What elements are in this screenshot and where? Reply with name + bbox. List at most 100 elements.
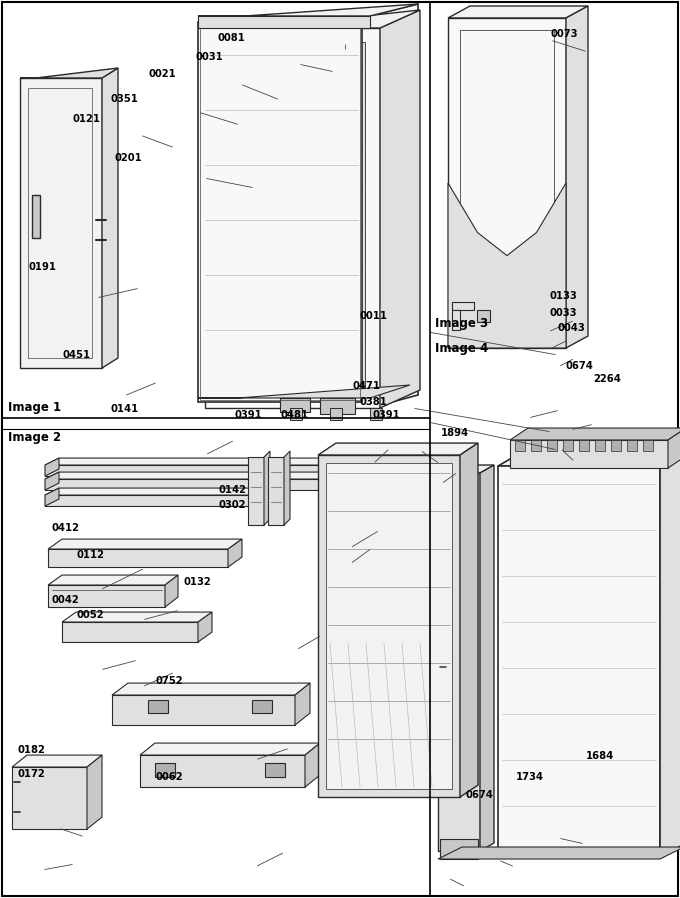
Text: 0412: 0412 [51, 523, 79, 533]
Text: 0391: 0391 [235, 409, 262, 420]
Polygon shape [228, 539, 242, 567]
Polygon shape [222, 42, 365, 398]
Polygon shape [48, 549, 228, 567]
Polygon shape [62, 622, 198, 642]
Polygon shape [627, 440, 637, 451]
Polygon shape [265, 489, 279, 506]
Polygon shape [155, 763, 175, 777]
Polygon shape [448, 18, 566, 348]
Polygon shape [20, 68, 118, 78]
Polygon shape [326, 463, 452, 789]
Text: 0674: 0674 [466, 789, 494, 800]
Polygon shape [531, 440, 541, 451]
Text: 1894: 1894 [441, 427, 469, 438]
Polygon shape [305, 743, 320, 787]
Polygon shape [205, 10, 420, 28]
Polygon shape [440, 839, 478, 859]
Text: 0674: 0674 [566, 361, 594, 372]
Text: 0182: 0182 [17, 744, 45, 755]
Polygon shape [438, 465, 494, 473]
Polygon shape [370, 408, 382, 420]
Polygon shape [45, 489, 59, 506]
Polygon shape [112, 683, 310, 695]
Polygon shape [330, 408, 342, 420]
Polygon shape [45, 489, 279, 495]
Text: 0391: 0391 [373, 409, 401, 420]
Polygon shape [515, 440, 525, 451]
Text: 0471: 0471 [352, 381, 380, 392]
Polygon shape [248, 457, 264, 525]
Text: 0062: 0062 [155, 771, 183, 782]
Polygon shape [477, 310, 490, 322]
Text: 1734: 1734 [515, 771, 543, 782]
Polygon shape [45, 458, 347, 465]
Text: 0042: 0042 [51, 594, 79, 605]
Text: 0073: 0073 [551, 29, 578, 40]
Text: Image 1: Image 1 [8, 401, 61, 414]
Polygon shape [498, 466, 660, 858]
Polygon shape [264, 451, 270, 525]
Polygon shape [460, 443, 478, 797]
Polygon shape [448, 183, 566, 348]
Text: 0381: 0381 [359, 397, 387, 408]
Polygon shape [328, 467, 335, 474]
Polygon shape [328, 481, 335, 489]
Polygon shape [87, 755, 102, 829]
Polygon shape [268, 457, 284, 525]
Polygon shape [290, 408, 302, 420]
Polygon shape [48, 575, 178, 585]
Polygon shape [480, 465, 494, 851]
Polygon shape [12, 767, 87, 829]
Polygon shape [547, 440, 557, 451]
Text: 0011: 0011 [359, 311, 387, 321]
Polygon shape [320, 398, 355, 414]
Text: 0752: 0752 [155, 675, 183, 686]
Polygon shape [452, 310, 460, 330]
Text: 0481: 0481 [280, 409, 308, 420]
Polygon shape [198, 22, 362, 402]
Polygon shape [260, 497, 267, 504]
Polygon shape [102, 68, 118, 368]
Polygon shape [318, 455, 460, 797]
Polygon shape [32, 195, 40, 238]
Text: 0133: 0133 [549, 291, 577, 302]
Polygon shape [566, 6, 588, 348]
Text: 0033: 0033 [549, 307, 577, 318]
Polygon shape [284, 451, 290, 525]
Polygon shape [595, 440, 605, 451]
Polygon shape [140, 755, 305, 787]
Text: 0021: 0021 [148, 68, 176, 79]
Polygon shape [45, 458, 59, 476]
Polygon shape [510, 440, 668, 468]
Polygon shape [198, 16, 370, 28]
Polygon shape [140, 743, 320, 755]
Polygon shape [45, 465, 333, 476]
Polygon shape [20, 78, 102, 368]
Polygon shape [333, 472, 347, 490]
Polygon shape [198, 385, 410, 398]
Polygon shape [198, 612, 212, 642]
Polygon shape [45, 479, 333, 490]
Polygon shape [498, 452, 680, 466]
Polygon shape [295, 683, 310, 725]
Text: 0191: 0191 [29, 261, 56, 272]
Text: 0031: 0031 [196, 52, 224, 63]
Text: 1684: 1684 [586, 751, 615, 762]
Text: 0132: 0132 [184, 577, 211, 587]
Polygon shape [563, 440, 573, 451]
Polygon shape [45, 472, 59, 490]
Text: 0201: 0201 [114, 153, 142, 163]
Polygon shape [510, 428, 680, 440]
Text: 0351: 0351 [110, 93, 138, 104]
Polygon shape [438, 847, 680, 859]
Polygon shape [448, 6, 588, 18]
Text: 0121: 0121 [72, 114, 100, 125]
Text: 0112: 0112 [76, 550, 104, 560]
Polygon shape [12, 755, 102, 767]
Polygon shape [45, 472, 347, 479]
Polygon shape [579, 440, 589, 451]
Polygon shape [452, 302, 474, 310]
Polygon shape [198, 4, 418, 16]
Text: 0081: 0081 [218, 32, 245, 43]
Polygon shape [333, 458, 347, 476]
